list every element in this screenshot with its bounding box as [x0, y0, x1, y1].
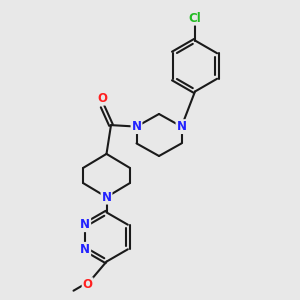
Text: Cl: Cl [189, 11, 201, 25]
Text: O: O [98, 92, 108, 105]
Text: N: N [80, 243, 90, 256]
Text: O: O [82, 278, 93, 291]
Text: N: N [80, 218, 90, 231]
Text: N: N [176, 120, 187, 133]
Text: N: N [101, 190, 112, 204]
Text: N: N [131, 120, 142, 133]
